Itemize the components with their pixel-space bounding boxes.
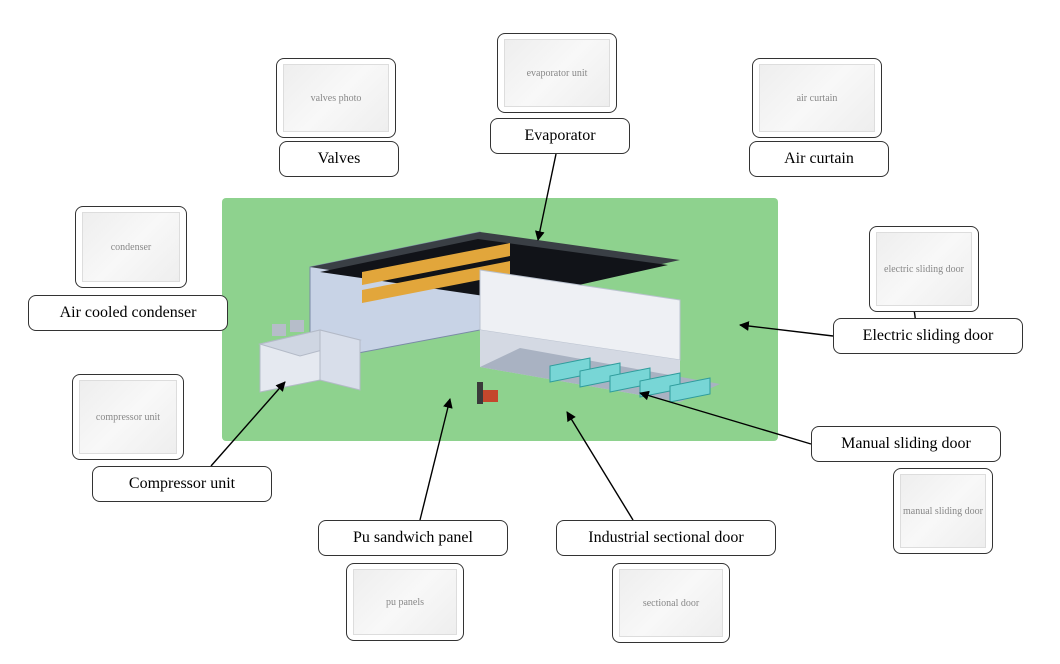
label-text-compressor_unit: Compressor unit <box>129 475 235 493</box>
image-placeholder-evaporator: evaporator unit <box>504 39 610 107</box>
image-placeholder-electric_sliding_door: electric sliding door <box>876 232 972 306</box>
image-placeholder-manual_sliding_door: manual sliding door <box>900 474 986 548</box>
label-text-air_curtain: Air curtain <box>784 150 854 168</box>
label-text-electric_sliding_door: Electric sliding door <box>863 327 994 345</box>
label-text-evaporator: Evaporator <box>524 127 595 145</box>
image-evaporator: evaporator unit <box>497 33 617 113</box>
image-industrial_sectional_door: sectional door <box>612 563 730 643</box>
image-compressor_unit: compressor unit <box>72 374 184 460</box>
label-text-industrial_sectional_door: Industrial sectional door <box>588 529 744 547</box>
label-manual_sliding_door: Manual sliding door <box>811 426 1001 462</box>
label-text-air_cooled_condenser: Air cooled condenser <box>60 304 197 322</box>
label-text-pu_sandwich_panel: Pu sandwich panel <box>353 529 473 547</box>
image-placeholder-valves: valves photo <box>283 64 389 132</box>
label-text-manual_sliding_door: Manual sliding door <box>841 435 971 453</box>
image-placeholder-compressor_unit: compressor unit <box>79 380 177 454</box>
cold-storage-building <box>250 212 760 430</box>
image-placeholder-air_cooled_condenser: condenser <box>82 212 180 282</box>
image-air_cooled_condenser: condenser <box>75 206 187 288</box>
image-electric_sliding_door: electric sliding door <box>869 226 979 312</box>
label-air_cooled_condenser: Air cooled condenser <box>28 295 228 331</box>
label-compressor_unit: Compressor unit <box>92 466 272 502</box>
label-pu_sandwich_panel: Pu sandwich panel <box>318 520 508 556</box>
image-pu_sandwich_panel: pu panels <box>346 563 464 641</box>
image-manual_sliding_door: manual sliding door <box>893 468 993 554</box>
label-industrial_sectional_door: Industrial sectional door <box>556 520 776 556</box>
image-valves: valves photo <box>276 58 396 138</box>
image-placeholder-industrial_sectional_door: sectional door <box>619 569 723 637</box>
label-air_curtain: Air curtain <box>749 141 889 177</box>
image-placeholder-pu_sandwich_panel: pu panels <box>353 569 457 635</box>
label-electric_sliding_door: Electric sliding door <box>833 318 1023 354</box>
building-svg <box>250 212 760 430</box>
image-air_curtain: air curtain <box>752 58 882 138</box>
label-text-valves: Valves <box>318 150 361 168</box>
label-evaporator: Evaporator <box>490 118 630 154</box>
image-placeholder-air_curtain: air curtain <box>759 64 875 132</box>
diagram-stage: Valves valves photo Evaporator evaporator u… <box>0 0 1060 664</box>
label-valves: Valves <box>279 141 399 177</box>
